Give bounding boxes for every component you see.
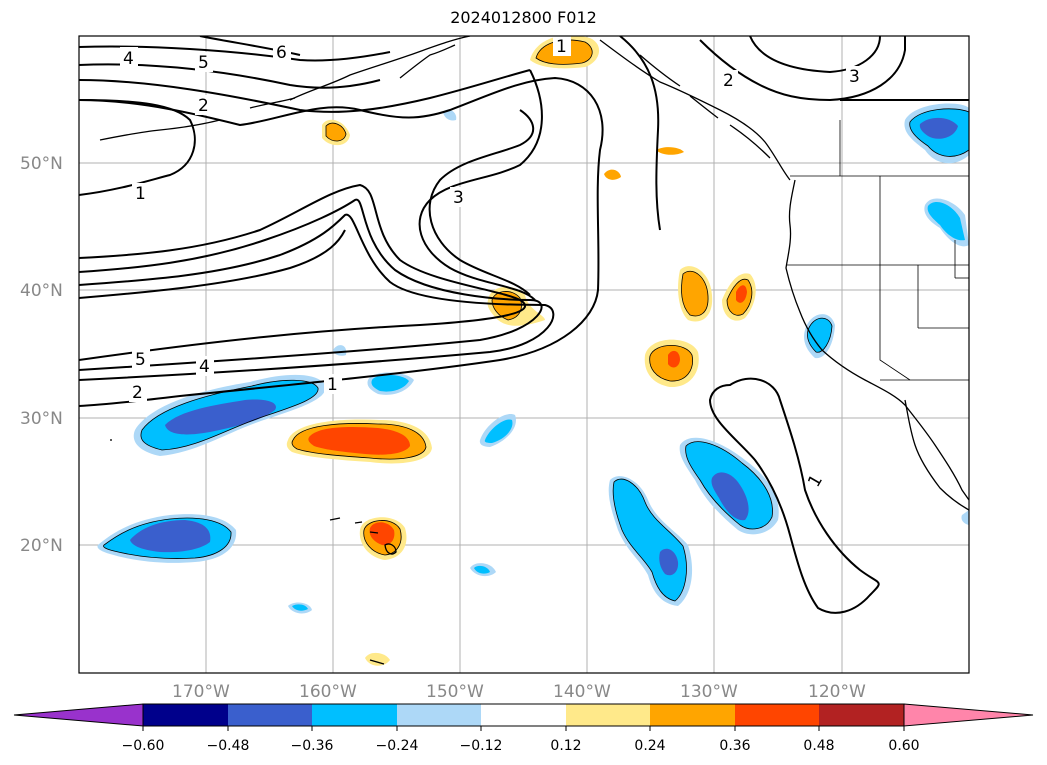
negative-anomaly-region [484,419,513,443]
contour-line [619,36,661,231]
contour-line [79,69,531,113]
negative-anomaly-region [474,565,490,574]
negative-anomaly-region [292,604,308,611]
lat-label-50n: 50°N [20,154,63,174]
contour-line [708,377,880,614]
positive-anomaly-region [668,350,680,368]
colorbar-segment [312,704,397,726]
contour-line [79,183,527,361]
map-plot-area: 4 5 6 2 1 3 5 4 2 1 1 2 3 1 [79,36,969,673]
colorbar-tick-label: 0.24 [634,738,665,754]
negative-anomaly-region [659,548,679,576]
latitude-labels: 50°N 40°N 30°N 20°N [20,154,63,556]
negative-anomaly-region [443,109,457,121]
colorbar-frame [142,703,905,727]
positive-anomaly-region [656,147,684,155]
negative-anomaly-region [919,117,958,139]
negative-anomaly-region [371,374,409,392]
lat-label-40n: 40°N [20,281,63,301]
colorbar-tick-label: 0.36 [719,738,750,754]
colorbar-tick-label: −0.60 [122,738,165,754]
contour-label: 2 [723,71,734,91]
colorbar-segment [566,704,650,726]
colorbar-tick-label: −0.12 [460,738,503,754]
longitude-labels: 170°W 160°W 150°W 140°W 130°W 120°W [172,682,866,702]
contour-labels: 4 5 6 2 1 3 5 4 2 1 1 2 3 1 [120,36,864,491]
contour-label: 3 [453,188,464,208]
positive-anomaly-region [326,123,346,142]
positive-anomaly-region [736,285,747,303]
colorbar-segment [143,704,228,726]
contour-label: 5 [135,350,146,370]
map-title: 2024012800 F012 [450,8,597,27]
lat-label-20n: 20°N [20,536,63,556]
negative-anomaly-region [711,472,749,521]
colorbar-extend-high [903,703,1034,727]
colorbar-tick-label: −0.48 [207,738,250,754]
colorbar-segment [228,704,312,726]
state-borders [786,120,969,381]
lat-label-30n: 30°N [20,409,63,429]
contour-label: 2 [132,383,143,403]
contour-label: 4 [123,49,134,69]
colorbar-tick-label: −0.36 [291,738,334,754]
colorbar-extend-low [13,703,144,727]
colorbar-tick-label: 0.12 [550,738,581,754]
lon-label-160w: 160°W [299,682,357,702]
contour-line [79,198,543,371]
contour-label: 6 [276,43,287,63]
colorbar-segment [650,704,735,726]
colorbar-tick-label: −0.24 [376,738,419,754]
colorbar-segment [735,704,819,726]
contour-label: 1 [556,37,567,57]
colorbar-tick-label: 0.48 [803,738,834,754]
positive-anomaly-region [681,271,709,316]
lon-label-140w: 140°W [553,682,611,702]
contour-line [749,36,881,74]
colorbar-segment [481,704,566,726]
lon-label-170w: 170°W [172,682,230,702]
negative-anomaly-region [961,510,969,525]
contour-line [699,36,906,102]
negative-anomaly-region [927,201,965,241]
positive-anomaly-region [369,522,395,546]
colorbar-segment [819,704,904,726]
colorbar: −0.60 −0.48 −0.36 −0.24 −0.12 0.12 0.24 … [13,703,1034,754]
contour-label: 5 [198,53,209,73]
negative-anomaly-region [165,399,276,435]
contour-line [428,109,535,296]
lon-label-150w: 150°W [426,682,484,702]
map-frame [78,35,970,674]
contour-label: 3 [849,67,860,87]
contour-label: 1 [135,184,146,204]
negative-anomaly-region [130,520,211,553]
colorbar-tick-label: 0.60 [888,738,919,754]
shaded-outlines [103,39,969,602]
contour-label: 2 [198,96,209,116]
contour-line [79,76,604,407]
lon-label-130w: 130°W [680,682,738,702]
contour-label: 1 [327,375,338,395]
positive-anomaly-region [604,169,621,180]
lon-label-120w: 120°W [808,682,866,702]
colorbar-segment [397,704,481,726]
contour-line [79,229,346,299]
positive-anomaly-region [308,426,410,455]
contour-label: 4 [199,357,210,377]
positive-anomaly-region [365,652,390,666]
contour-line [79,213,555,381]
negative-anomaly-region [807,318,832,353]
